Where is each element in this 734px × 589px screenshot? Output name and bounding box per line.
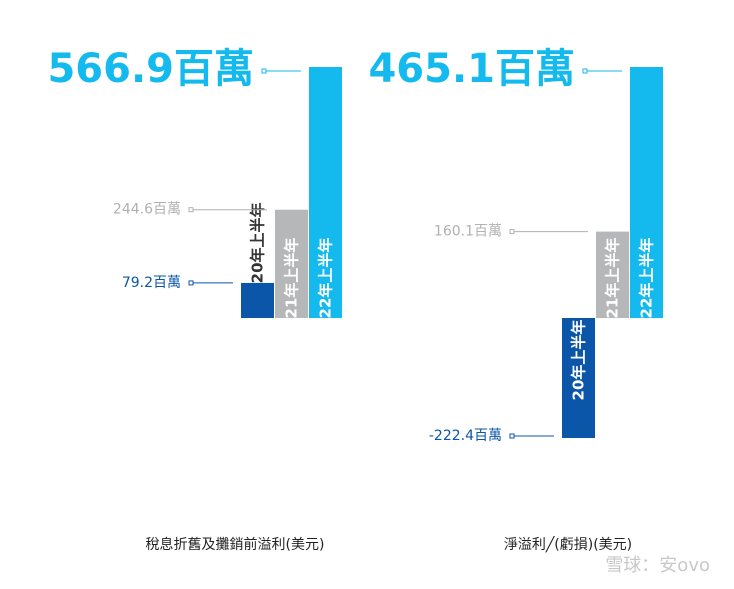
chart-caption: 稅息折舊及攤銷前溢利(美元) bbox=[146, 536, 325, 553]
value-label: 160.1百萬 bbox=[434, 224, 502, 240]
value-label: 79.2百萬 bbox=[122, 275, 181, 291]
category-label: 21年上半年 bbox=[604, 238, 622, 319]
category-label: 20年上半年 bbox=[249, 202, 267, 283]
leader-dot bbox=[188, 280, 194, 286]
leader-dot bbox=[582, 68, 588, 74]
bar bbox=[275, 209, 308, 318]
category-label: 21年上半年 bbox=[283, 238, 301, 319]
leader-dot bbox=[509, 433, 515, 439]
leader-dot bbox=[261, 68, 267, 74]
bar bbox=[562, 318, 595, 439]
leader-dot bbox=[509, 229, 515, 235]
category-label: 22年上半年 bbox=[638, 238, 656, 319]
value-label: -222.4百萬 bbox=[429, 428, 502, 444]
value-label: 465.1百萬 bbox=[368, 46, 575, 92]
category-label: 20年上半年 bbox=[570, 320, 588, 401]
bar bbox=[596, 231, 629, 318]
value-label: 244.6百萬 bbox=[113, 202, 181, 218]
bar bbox=[309, 67, 342, 318]
category-label: 22年上半年 bbox=[317, 238, 335, 319]
bar bbox=[630, 67, 663, 318]
bar bbox=[241, 282, 274, 318]
value-label: 566.9百萬 bbox=[47, 46, 254, 92]
leader-dot bbox=[188, 207, 194, 213]
watermark: 雪球：安ovo bbox=[605, 555, 710, 576]
chart-caption: 淨溢利╱(虧損)(美元) bbox=[504, 536, 632, 553]
